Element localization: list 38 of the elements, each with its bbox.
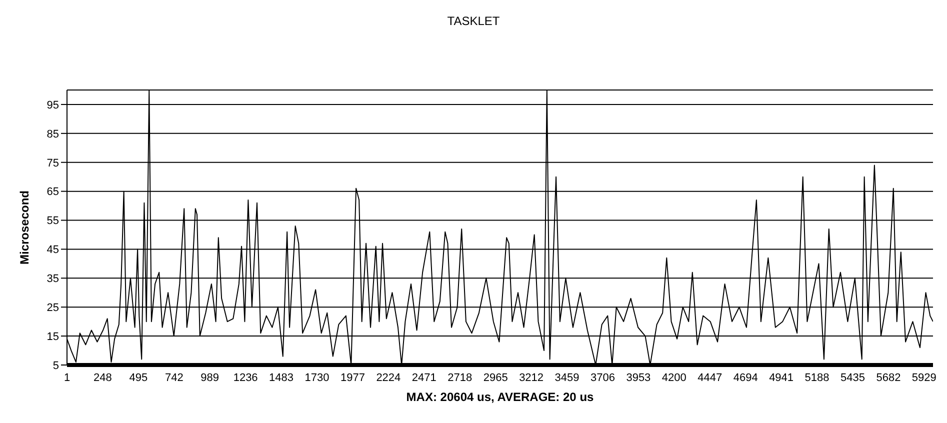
y-tick-label: 85 [46,128,59,140]
x-tick-label: 248 [94,372,112,384]
y-tick-label: 65 [46,186,59,198]
x-tick-label: 495 [129,372,148,384]
chart-title: TASKLET [446,13,501,30]
x-tick-label: 4941 [769,372,794,384]
x-tick-label: 2224 [376,372,401,384]
x-axis-title: MAX: 20604 us, AVERAGE: 20 us [406,390,594,404]
x-tick-label: 3953 [626,372,651,384]
x-tick-label: 5682 [876,372,901,384]
y-axis-title: Microsecond [17,190,32,265]
x-tick-label: 1977 [340,372,365,384]
x-tick-label: 4447 [698,372,722,384]
x-tick-label: 3212 [519,372,544,384]
x-tick-label: 742 [164,372,184,384]
x-tick-label: 2718 [448,372,472,384]
y-tick-label: 55 [46,215,59,228]
y-tick-label: 75 [46,157,59,170]
x-tick-label: 3706 [590,372,615,384]
x-tick-label: 3459 [554,372,580,384]
y-tick-label: 45 [46,244,59,256]
x-tick-label: 2965 [483,372,508,384]
x-tick-label: 989 [200,372,220,384]
x-tick-label: 2471 [412,372,436,384]
y-tick-label: 15 [46,330,59,343]
y-tick-label: 35 [46,273,59,286]
x-tick-label: 5188 [804,372,830,384]
x-tick-label: 1483 [269,372,294,384]
x-tick-label: 1 [64,372,70,384]
y-tick-label: 95 [46,99,59,112]
x-tick-label: 1730 [304,372,330,384]
x-tick-label: 4694 [733,372,758,384]
y-tick-label: 25 [46,302,59,314]
x-tick-label: 1236 [233,372,258,384]
y-tick-label: 5 [52,360,59,372]
x-tick-label: 5435 [840,372,865,384]
x-tick-label: 4200 [662,372,686,384]
x-tick-label: 5929 [912,372,936,384]
